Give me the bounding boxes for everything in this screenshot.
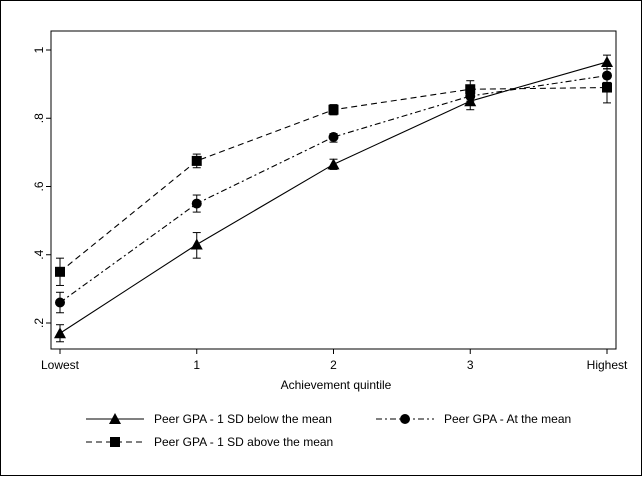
data-point [191, 155, 202, 166]
y-tick-label: .2 [32, 318, 46, 328]
x-tick-label: 1 [193, 358, 200, 372]
y-tick-label: .8 [32, 113, 46, 123]
legend-marker [110, 437, 120, 447]
data-point [54, 327, 66, 339]
tick-labels: .2 .4 .6 .8 1 Lowest 1 2 3 Highest [32, 46, 628, 372]
data-point [328, 104, 339, 115]
x-tick-label: 3 [467, 358, 474, 372]
legend-item: Peer GPA - 1 SD below the mean [86, 412, 332, 426]
data-point [190, 238, 203, 250]
data-point [191, 198, 202, 209]
data-point [465, 84, 476, 95]
x-tick-label: Lowest [41, 358, 80, 372]
legend-marker [109, 413, 121, 424]
data-point [55, 297, 65, 308]
y-tick-label: .4 [32, 249, 46, 259]
data-point [55, 266, 65, 277]
series-markers [54, 55, 613, 339]
series-line [59, 61, 608, 334]
confidence-intervals [56, 54, 611, 343]
y-tick-label: .6 [32, 181, 46, 191]
data-point [327, 158, 340, 170]
data-point [328, 132, 339, 143]
legend-label: Peer GPA - At the mean [444, 412, 571, 426]
legend-item: Peer GPA - 1 SD above the mean [86, 435, 333, 449]
plot-axes [46, 30, 617, 354]
series-line [59, 75, 608, 303]
y-tick-label: 1 [32, 46, 46, 53]
x-axis-title: Achievement quintile [281, 378, 392, 392]
data-point [602, 70, 612, 81]
data-point [602, 82, 612, 93]
data-point [601, 55, 613, 67]
series-lines [59, 61, 608, 334]
x-tick-label: 2 [330, 358, 337, 372]
legend-label: Peer GPA - 1 SD below the mean [154, 412, 332, 426]
legend: Peer GPA - 1 SD below the mean Peer GPA -… [86, 412, 571, 449]
legend-label: Peer GPA - 1 SD above the mean [154, 435, 333, 449]
x-tick-label: Highest [587, 358, 628, 372]
plot-frame [50, 30, 617, 350]
legend-item: Peer GPA - At the mean [376, 412, 571, 426]
legend-marker [400, 414, 410, 424]
